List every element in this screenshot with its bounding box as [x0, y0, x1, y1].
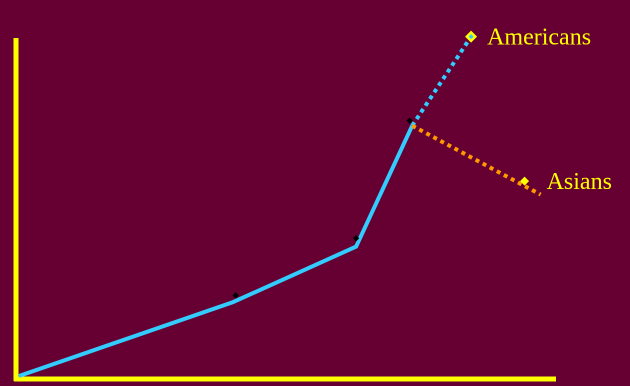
- series-label-americans: Americans: [487, 25, 591, 51]
- data-marker: [232, 292, 239, 299]
- label-diamond-inner: [468, 34, 474, 40]
- series-line-americans: [410, 35, 473, 127]
- marker-layer: [232, 117, 413, 299]
- label-diamond-asians: [520, 176, 530, 186]
- series-label-asians: Asians: [547, 169, 612, 195]
- data-marker: [352, 235, 360, 242]
- series-line-asians: [411, 123, 542, 197]
- series-line-main: [18, 124, 415, 378]
- label-layer: Americans Asians: [465, 25, 612, 195]
- series-layer: [18, 35, 542, 378]
- axes: [13, 38, 556, 382]
- data-marker: [406, 117, 413, 124]
